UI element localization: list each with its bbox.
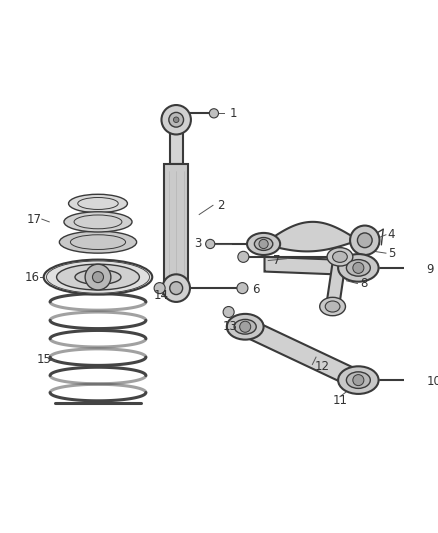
Text: 12: 12: [314, 360, 329, 373]
Ellipse shape: [327, 248, 353, 266]
Polygon shape: [241, 318, 362, 389]
Ellipse shape: [320, 297, 346, 316]
Polygon shape: [164, 164, 188, 284]
Text: 9: 9: [427, 263, 434, 276]
Ellipse shape: [247, 233, 280, 255]
Text: 7: 7: [273, 254, 280, 267]
Circle shape: [85, 264, 111, 290]
Text: 2: 2: [218, 199, 225, 212]
Circle shape: [237, 282, 248, 294]
Circle shape: [162, 105, 191, 134]
Ellipse shape: [346, 372, 370, 389]
Circle shape: [259, 239, 268, 248]
Polygon shape: [170, 127, 183, 164]
Text: 15: 15: [36, 353, 51, 366]
Text: 13: 13: [222, 320, 237, 333]
Ellipse shape: [234, 319, 256, 334]
Circle shape: [173, 117, 179, 123]
Ellipse shape: [227, 314, 264, 340]
Text: 5: 5: [388, 247, 395, 260]
Circle shape: [205, 239, 215, 248]
Ellipse shape: [44, 260, 152, 295]
Text: 14: 14: [153, 289, 168, 302]
Circle shape: [240, 321, 251, 332]
Circle shape: [162, 274, 190, 302]
Circle shape: [413, 376, 422, 385]
Ellipse shape: [57, 264, 139, 290]
Circle shape: [353, 375, 364, 386]
Text: 11: 11: [332, 394, 348, 407]
Text: 8: 8: [360, 277, 367, 290]
Polygon shape: [264, 222, 358, 252]
Polygon shape: [326, 256, 346, 308]
Ellipse shape: [346, 260, 370, 276]
Ellipse shape: [64, 212, 132, 232]
Ellipse shape: [325, 301, 340, 312]
Ellipse shape: [338, 254, 378, 281]
Text: 4: 4: [388, 228, 395, 241]
Circle shape: [209, 109, 219, 118]
Ellipse shape: [254, 238, 273, 251]
Circle shape: [353, 262, 364, 273]
Circle shape: [92, 271, 103, 282]
Text: 16: 16: [25, 271, 39, 284]
Circle shape: [238, 252, 249, 262]
Ellipse shape: [338, 366, 378, 394]
Circle shape: [169, 112, 184, 127]
Polygon shape: [265, 257, 358, 275]
Ellipse shape: [60, 231, 137, 253]
Circle shape: [223, 306, 234, 318]
Circle shape: [350, 225, 379, 255]
Text: 17: 17: [27, 213, 42, 225]
Text: 3: 3: [194, 238, 202, 251]
Ellipse shape: [75, 270, 121, 285]
Circle shape: [154, 282, 165, 294]
Circle shape: [170, 281, 183, 295]
Ellipse shape: [69, 195, 127, 213]
Text: 1: 1: [230, 107, 237, 120]
Ellipse shape: [332, 252, 347, 262]
Text: 10: 10: [427, 375, 438, 389]
Text: 6: 6: [251, 284, 259, 296]
Circle shape: [414, 263, 424, 272]
Circle shape: [357, 233, 372, 248]
